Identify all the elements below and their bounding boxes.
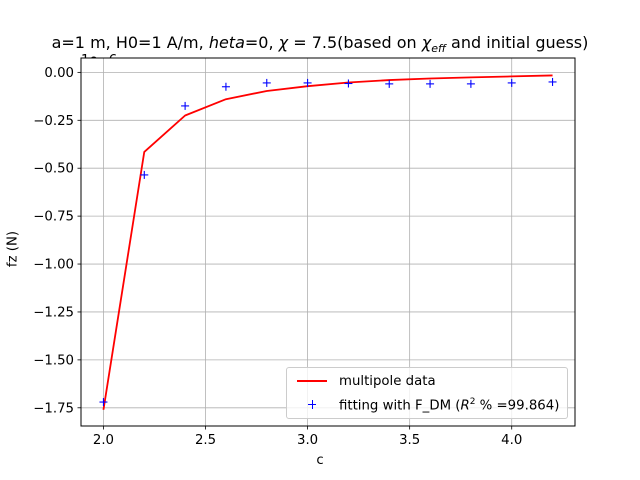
- legend-item-fitting: fitting with F_DM (R2 % =99.864): [297, 395, 559, 415]
- legend-line-swatch: [297, 371, 327, 391]
- fit-marker: [99, 398, 108, 407]
- axis-ticks: 2.0 2.5 3.0 3.5 4.0 0.00 −0.25 −0.50 −0.75 −1.00 −…: [33, 66, 522, 448]
- x-tick-label: 2.5: [195, 433, 216, 448]
- y-tick-label: −1.00: [33, 258, 74, 273]
- chi-symbol: χ: [278, 33, 289, 52]
- x-tick-label: 4.0: [501, 433, 522, 448]
- series-layer: [99, 74, 557, 410]
- fit-marker: [262, 78, 271, 87]
- fit-marker: [385, 79, 394, 88]
- plot-frame: [80, 57, 576, 427]
- y-tick-label: 0.00: [44, 66, 74, 81]
- legend-label: fitting with F_DM (R2 % =99.864): [339, 396, 560, 414]
- chart-title: a=1 m, H0=1 A/m, heta=0, χ = 7.5(based o…: [51, 33, 589, 56]
- x-tick-label: 3.5: [399, 433, 420, 448]
- y-tick-label: −1.50: [33, 353, 74, 368]
- fit-marker: [303, 78, 312, 87]
- legend-label: multipole data: [339, 373, 436, 389]
- fit-marker: [181, 101, 190, 110]
- fit-marker: [426, 79, 435, 88]
- y-tick-label: −0.25: [33, 114, 74, 129]
- legend-marker-swatch: [297, 395, 327, 415]
- theta-symbol: heta: [208, 33, 245, 52]
- y-tick-label: −0.50: [33, 162, 74, 177]
- legend-item-multipole: multipole data: [297, 371, 436, 391]
- fit-marker: [221, 82, 230, 91]
- y-axis-label: fz (N): [5, 230, 21, 268]
- x-axis-label: c: [316, 453, 324, 468]
- fit-marker: [344, 79, 353, 88]
- multipole-data-line: [102, 74, 553, 410]
- legend: multipole data fitting with F_DM (R2 % =…: [286, 367, 568, 419]
- y-tick-label: −1.75: [33, 401, 74, 416]
- fit-marker: [466, 79, 475, 88]
- fit-marker: [507, 78, 516, 87]
- x-tick-label: 3.0: [297, 433, 318, 448]
- y-tick-label: −1.25: [33, 305, 74, 320]
- fit-marker: [548, 77, 557, 86]
- x-tick-label: 2.0: [93, 433, 114, 448]
- y-tick-label: −0.75: [33, 210, 74, 225]
- fit-marker: [140, 170, 149, 179]
